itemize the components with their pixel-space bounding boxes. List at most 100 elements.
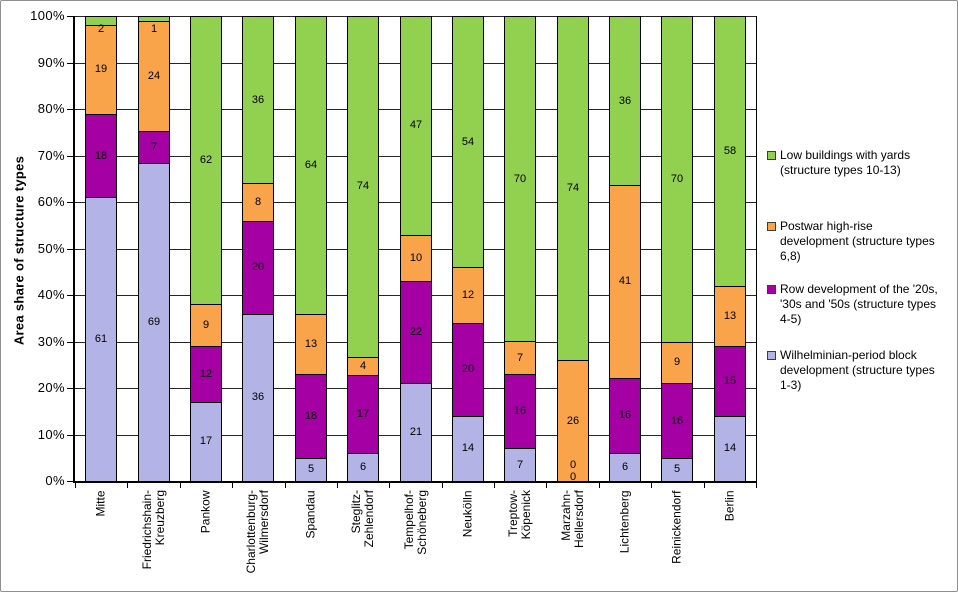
y-axis-tick-label: 100% <box>30 8 65 23</box>
bar-value-label: 36 <box>251 391 265 403</box>
bar-value-label: 10 <box>409 252 423 264</box>
bar-segment <box>85 25 117 115</box>
y-tick <box>67 435 73 436</box>
bar-segment <box>452 323 484 417</box>
bar-segment <box>400 235 432 282</box>
y-tick <box>67 249 73 250</box>
bar-value-label: 4 <box>359 360 367 372</box>
y-axis-tick-label: 50% <box>37 241 65 256</box>
bar-segment <box>347 453 379 482</box>
bar-value-label: 22 <box>409 326 423 338</box>
x-tick <box>232 481 233 488</box>
legend-label: Wilhelminian-period block development (s… <box>780 348 935 392</box>
x-tick <box>599 481 600 488</box>
x-axis-label: Mitte <box>93 490 108 517</box>
bar-value-label: 12 <box>199 368 213 380</box>
y-axis-tick-label: 70% <box>37 148 65 163</box>
bar-segment <box>452 16 484 268</box>
legend-label: Postwar high-rise development (structure… <box>780 219 935 263</box>
y-axis-tick-label: 10% <box>37 427 65 442</box>
bar-value-label: 6 <box>621 461 629 473</box>
x-axis-label: Spandau <box>303 490 318 539</box>
bar-segment <box>504 374 536 449</box>
bar-segment <box>138 131 170 164</box>
x-axis-line <box>73 481 757 483</box>
bar-value-label: 21 <box>409 426 423 438</box>
y-tick <box>67 202 73 203</box>
y-axis-tick-label: 30% <box>37 334 65 349</box>
bar-value-label: 17 <box>199 435 213 447</box>
x-tick <box>389 481 390 488</box>
bar-segment <box>400 281 432 384</box>
bar-segment <box>295 314 327 375</box>
bar-segment <box>609 16 641 186</box>
bar-segment <box>714 346 746 417</box>
x-axis-label: Steglitz- Zehlendorf <box>349 490 376 548</box>
bar-value-label: 20 <box>251 261 265 273</box>
bar-segment <box>85 197 117 482</box>
x-axis-label: Pankow <box>198 490 213 534</box>
bar-segment <box>609 185 641 379</box>
bar-segment <box>452 416 484 482</box>
x-tick <box>704 481 705 488</box>
x-axis-label: Lichtenberg <box>617 490 632 554</box>
bar-value-label: 47 <box>409 119 423 131</box>
bar-value-label: 20 <box>461 363 475 375</box>
plot-right-border <box>756 16 757 481</box>
bar-value-label: 70 <box>513 173 527 185</box>
legend-item: Postwar high-rise development (structure… <box>767 219 957 264</box>
x-axis-label: Tempelhof- Schöneberg <box>402 490 429 555</box>
x-tick <box>127 481 128 488</box>
bar-segment <box>557 16 589 361</box>
bar-segment <box>347 375 379 454</box>
bar-segment <box>85 16 117 26</box>
x-axis-label: Neukölln <box>460 490 475 538</box>
bar-segment <box>138 163 170 482</box>
y-tick <box>67 16 73 17</box>
bar-segment <box>504 16 536 342</box>
y-axis-tick-label: 20% <box>37 380 65 395</box>
bar-segment <box>714 16 746 287</box>
bar-segment <box>609 378 641 454</box>
x-tick <box>756 481 757 488</box>
bar-value-label: 74 <box>356 180 370 192</box>
x-axis-label: Friedrichshain- Kreuzberg <box>140 490 167 570</box>
x-axis-label: Charlottenburg- Wilmersdorf <box>244 490 271 574</box>
legend-color-swatch-icon <box>767 285 776 294</box>
bar-value-label: 18 <box>94 150 108 162</box>
bar-value-label: 1 <box>150 23 158 35</box>
y-tick <box>67 481 73 482</box>
bar-value-label: 58 <box>723 145 737 157</box>
bar-value-label: 12 <box>461 289 475 301</box>
x-axis-label: Marzahn- Hellersdorf <box>559 490 586 549</box>
bar-segment <box>190 402 222 482</box>
y-tick <box>67 342 73 343</box>
bar-segment <box>400 16 432 236</box>
bar-value-label: 19 <box>94 63 108 75</box>
bar-value-label: 13 <box>723 310 737 322</box>
y-axis-tick-label: 40% <box>37 287 65 302</box>
bar-value-label: 5 <box>307 463 315 475</box>
bar-value-label: 13 <box>304 338 318 350</box>
bar-value-label: 2 <box>97 23 105 35</box>
y-tick <box>67 295 73 296</box>
y-tick <box>67 388 73 389</box>
y-axis-tick-label: 60% <box>37 194 65 209</box>
bar-value-label: 16 <box>670 415 684 427</box>
bar-value-label: 7 <box>150 141 158 153</box>
legend-color-swatch-icon <box>767 222 776 231</box>
legend-item: Low buildings with yards (structure type… <box>767 148 957 178</box>
bar-segment <box>714 416 746 482</box>
bar-segment <box>295 16 327 315</box>
bar-value-label: 18 <box>304 410 318 422</box>
legend-color-swatch-icon <box>767 351 776 360</box>
bar-value-label: 16 <box>513 405 527 417</box>
bar-segment <box>400 383 432 482</box>
x-axis-label: Treptow- Köpenick <box>506 490 533 540</box>
bar-value-label: 70 <box>670 173 684 185</box>
legend-color-swatch-icon <box>767 151 776 160</box>
bar-value-label: 41 <box>618 275 632 287</box>
bar-segment <box>661 383 693 459</box>
bar-value-label: 64 <box>304 159 318 171</box>
